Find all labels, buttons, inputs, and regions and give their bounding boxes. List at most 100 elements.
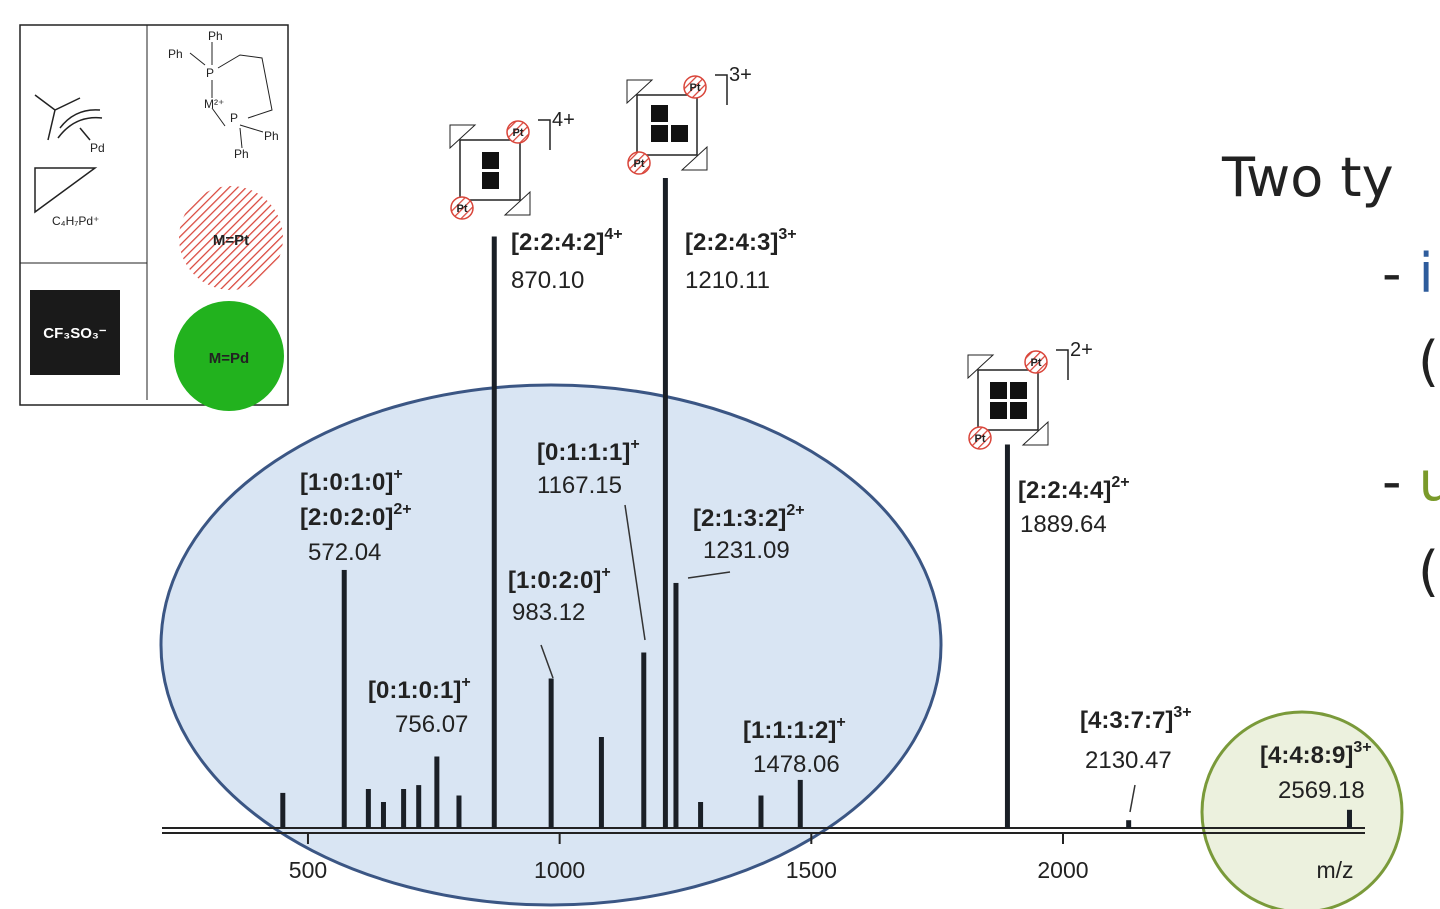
ion-formula: [4:4:8:9]	[1260, 742, 1353, 769]
x-tick-label: 500	[289, 857, 327, 883]
icon-anion	[671, 125, 688, 142]
ion-charge: 2+	[786, 502, 804, 519]
charge-bracket	[715, 75, 727, 105]
icon-frame	[460, 140, 520, 200]
bullet: - u	[1382, 450, 1440, 513]
ion-charge: 3+	[1173, 704, 1191, 721]
mz-label: 870.10	[511, 267, 584, 294]
mz-label: 2569.18	[1278, 777, 1365, 804]
icon-anion	[651, 125, 668, 142]
p-label: P	[206, 66, 214, 80]
x-tick-label: 2000	[1037, 857, 1088, 883]
ion-formula: [2:2:4:4]	[1018, 477, 1111, 504]
ion-formula: [0:1:1:1]	[537, 439, 630, 466]
peak	[366, 789, 371, 828]
mz-label: 1167.15	[537, 472, 622, 499]
ion-charge: +	[601, 564, 610, 581]
icon-frame	[978, 370, 1038, 430]
paren: (	[1418, 330, 1439, 393]
ion-charge: +	[630, 436, 639, 453]
metal-label: Pt	[513, 127, 524, 139]
icon-anion	[482, 172, 499, 189]
metal-label: Pt	[634, 158, 645, 170]
ion-charge: 2+	[1111, 474, 1129, 491]
ion-label: [0:1:1:1]+	[537, 436, 640, 466]
ion-label: [1:1:1:2]+	[743, 714, 846, 744]
mz-label: 2130.47	[1085, 747, 1172, 774]
legend-panel: Pd C₄H₇Pd⁺ CF₃SO₃⁻ Ph Ph P M²⁺ P Ph Ph M…	[20, 25, 288, 411]
ion-label: [1:0:2:0]+	[508, 564, 611, 594]
slide-title: Two ty	[1221, 146, 1394, 209]
peak	[663, 178, 668, 828]
ion-label: [2:2:4:4]2+	[1018, 474, 1130, 504]
ion-formula: [1:1:1:2]	[743, 717, 836, 744]
structure-charge: 3+	[729, 64, 752, 86]
peak	[401, 789, 406, 828]
ion-charge: 4+	[604, 226, 622, 243]
peak	[798, 780, 803, 828]
ion-label: [2:2:4:2]4+	[511, 226, 623, 256]
ion-label: [1:0:1:0]+	[300, 466, 403, 496]
peak	[758, 796, 763, 829]
ion-formula: [2:0:2:0]	[300, 504, 393, 531]
peak	[673, 583, 678, 828]
ion-formula: [2:2:4:2]	[511, 229, 604, 256]
peak	[416, 785, 421, 828]
mz-label: 1478.06	[753, 751, 840, 778]
structure-charge: 4+	[552, 109, 575, 131]
peak	[1126, 820, 1131, 828]
ph-label: Ph	[264, 129, 279, 143]
peak	[1347, 810, 1352, 828]
allyl-label: C₄H₇Pd⁺	[52, 214, 99, 228]
metal-label: Pt	[457, 203, 468, 215]
ion-formula: [1:0:1:0]	[300, 469, 393, 496]
paren: (	[1418, 540, 1439, 603]
pt-legend-label: M=Pt	[213, 232, 249, 249]
pd-label: Pd	[90, 141, 105, 155]
ph-label: Ph	[168, 47, 183, 61]
peak	[641, 653, 646, 829]
ion-formula: [0:1:0:1]	[368, 677, 461, 704]
icon-anion	[482, 152, 499, 169]
structure-icon: Pt Pt 4+	[450, 109, 575, 219]
x-tick-label: 1500	[786, 857, 837, 883]
structure-charge: 2+	[1070, 339, 1093, 361]
ph-label: Ph	[234, 147, 249, 161]
ion-label: [4:3:7:7]3+	[1080, 704, 1192, 734]
icon-anion	[990, 402, 1007, 419]
bullet: - i	[1382, 242, 1434, 305]
ion-charge: +	[461, 674, 470, 691]
mz-label: 1231.09	[703, 537, 790, 564]
ion-label: [0:1:0:1]+	[368, 674, 471, 704]
ion-charge: +	[393, 466, 402, 483]
charge-bracket	[538, 120, 550, 150]
ion-formula: [1:0:2:0]	[508, 567, 601, 594]
mz-label: 756.07	[395, 711, 468, 738]
metal-label: Pt	[690, 82, 701, 94]
peak	[599, 737, 604, 828]
mz-label: 983.12	[512, 599, 585, 626]
ion-charge: 2+	[393, 501, 411, 518]
mz-label: 572.04	[308, 539, 381, 566]
structure-icon: Pt Pt 3+	[627, 64, 752, 174]
ion-formula: [2:2:4:3]	[685, 229, 778, 256]
p-label: P	[230, 111, 238, 125]
ion-formula: [4:3:7:7]	[1080, 707, 1173, 734]
icon-anion	[651, 105, 668, 122]
peak	[280, 793, 285, 828]
x-axis-label: m/z	[1316, 857, 1353, 883]
metal-label: Pt	[1031, 357, 1042, 369]
icon-anion	[1010, 402, 1027, 419]
ion-label: [2:2:4:3]3+	[685, 226, 797, 256]
metal-label: M²⁺	[204, 97, 224, 111]
icon-anion	[1010, 382, 1027, 399]
x-tick-label: 1000	[534, 857, 585, 883]
mz-label: 1889.64	[1020, 511, 1107, 538]
peak	[342, 570, 347, 828]
ion-charge: +	[836, 714, 845, 731]
peak	[698, 802, 703, 828]
pd-legend-label: M=Pd	[209, 350, 249, 367]
mz-label: 1210.11	[685, 267, 770, 294]
peak	[492, 237, 497, 829]
